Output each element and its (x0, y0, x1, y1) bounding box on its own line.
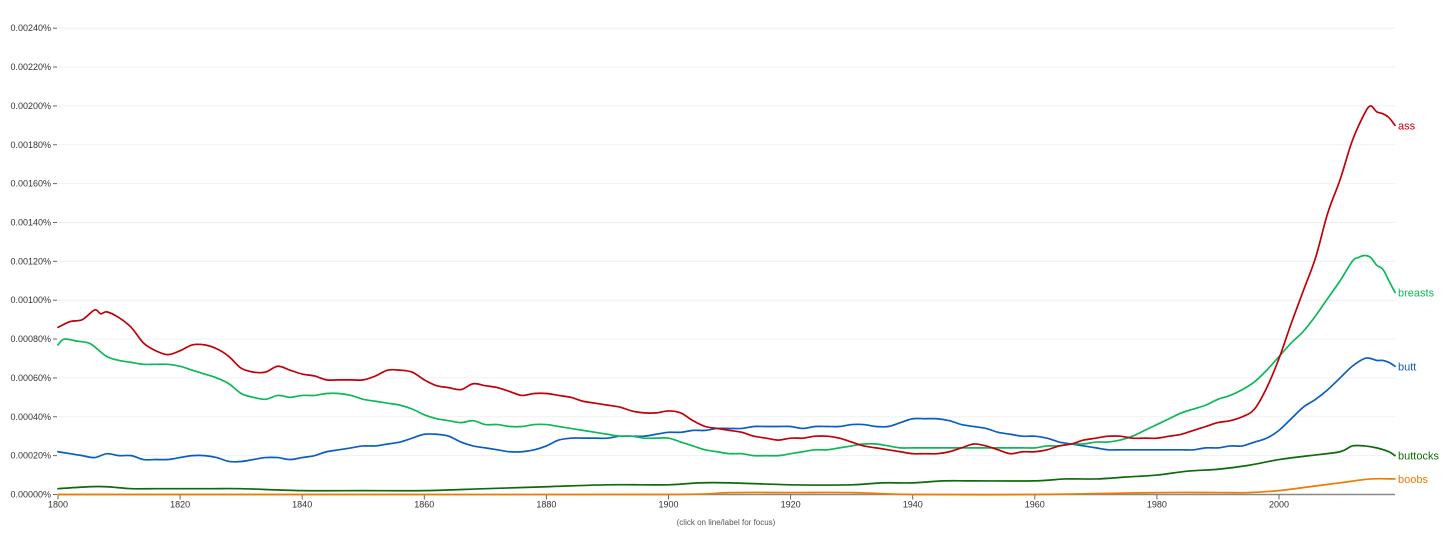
y-tick-label: 0.00040% (10, 412, 51, 422)
series-label-breasts[interactable]: breasts (1398, 287, 1435, 299)
x-tick-label: 2000 (1269, 500, 1289, 510)
series-line-breasts[interactable] (57, 254, 1396, 457)
y-tick-label: 0.00140% (10, 217, 51, 227)
series-label-ass[interactable]: ass (1398, 120, 1416, 132)
grid-lines (58, 27, 1395, 457)
series-label-buttocks[interactable]: buttocks (1398, 451, 1439, 463)
y-tick-label: 0.00000% (10, 490, 51, 500)
x-tick-label: 1880 (536, 500, 556, 510)
x-tick-label: 1820 (170, 500, 190, 510)
y-tick-label: 0.00200% (10, 101, 51, 111)
x-tick-label: 1960 (1025, 500, 1045, 510)
y-axis: 0.00000% 0.00020% 0.00040% 0.00060% 0.00080%… (10, 23, 57, 500)
series-label-boobs[interactable]: boobs (1398, 474, 1428, 486)
y-tick-label: 0.00080% (10, 334, 51, 344)
x-tick-label: 1920 (781, 500, 801, 510)
series-line-butt[interactable] (57, 356, 1396, 463)
y-tick-label: 0.00160% (10, 179, 51, 189)
series-label-butt[interactable]: butt (1398, 361, 1416, 373)
x-axis: 1800 1820 1840 1860 1880 1900 1920 1940 1960 1980… (48, 493, 1395, 510)
x-tick-label: 1900 (658, 500, 678, 510)
x-tick-label: 1800 (48, 500, 68, 510)
y-tick-label: 0.00240% (10, 23, 51, 33)
y-tick-label: 0.00020% (10, 451, 51, 461)
focus-hint: (click on line/label for focus) (677, 518, 776, 527)
series-labels: ass breasts butt buttocks boobs (1398, 120, 1439, 486)
series-line-buttocks[interactable] (57, 444, 1396, 492)
y-tick-label: 0.00100% (10, 295, 51, 305)
x-tick-label: 1940 (903, 500, 923, 510)
x-tick-label: 1980 (1147, 500, 1167, 510)
y-tick-label: 0.00060% (10, 373, 51, 383)
y-tick-label: 0.00220% (10, 62, 51, 72)
y-tick-label: 0.00120% (10, 256, 51, 266)
y-tick-label: 0.00180% (10, 140, 51, 150)
series-line-ass[interactable] (57, 105, 1396, 455)
x-tick-label: 1840 (292, 500, 312, 510)
series-line-boobs[interactable] (57, 477, 1396, 496)
series-lines (57, 105, 1396, 496)
x-tick-label: 1860 (414, 500, 434, 510)
